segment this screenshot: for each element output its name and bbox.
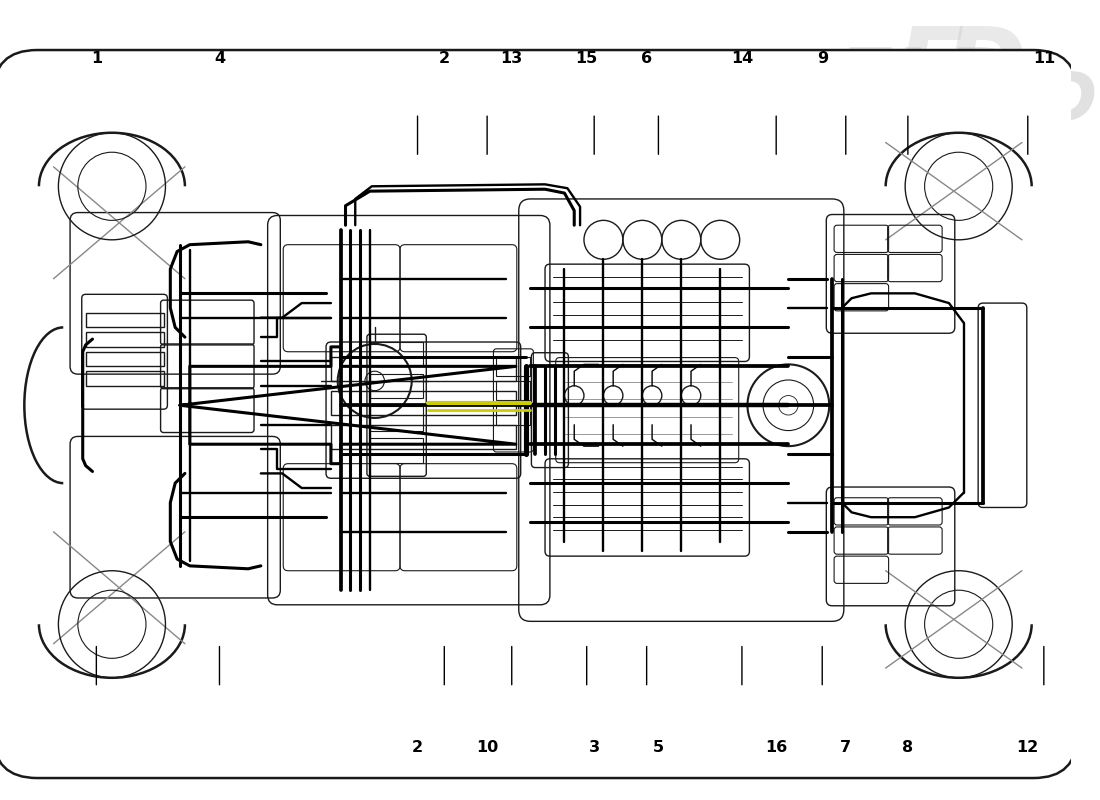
Text: D: D <box>944 22 1027 120</box>
Bar <box>370 374 424 398</box>
Bar <box>331 357 516 381</box>
Text: E: E <box>895 22 964 120</box>
Text: 5: 5 <box>653 740 664 755</box>
Bar <box>86 313 164 327</box>
Bar <box>496 357 530 376</box>
Text: EL: EL <box>983 70 1071 135</box>
Text: N844Si: N844Si <box>623 407 662 417</box>
Bar <box>370 438 424 462</box>
Text: 9: 9 <box>816 51 828 66</box>
Bar <box>331 390 516 415</box>
Text: FERRARI: FERRARI <box>566 364 640 379</box>
Bar <box>331 425 516 449</box>
Bar <box>86 332 164 347</box>
Text: 12: 12 <box>1016 740 1038 755</box>
Text: a passion for parts: a passion for parts <box>341 383 620 499</box>
Text: ELD: ELD <box>835 43 1014 125</box>
Text: D: D <box>1042 70 1097 135</box>
Bar <box>86 352 164 366</box>
Bar <box>496 406 530 425</box>
Text: 14: 14 <box>730 51 754 66</box>
Bar <box>370 342 424 366</box>
Text: 7: 7 <box>840 740 851 755</box>
Text: 1: 1 <box>91 51 102 66</box>
Text: 11: 11 <box>1033 51 1055 66</box>
Text: 2: 2 <box>412 740 424 755</box>
Text: 15: 15 <box>575 51 597 66</box>
Bar <box>370 406 424 430</box>
Text: 8: 8 <box>902 740 913 755</box>
FancyBboxPatch shape <box>0 50 1077 778</box>
Text: 13: 13 <box>500 51 522 66</box>
Text: 2: 2 <box>439 51 450 66</box>
Text: 10: 10 <box>476 740 498 755</box>
Text: 3: 3 <box>588 740 600 755</box>
Bar <box>496 381 530 401</box>
Text: 4: 4 <box>213 51 226 66</box>
Text: 16: 16 <box>766 740 788 755</box>
Bar <box>86 371 164 386</box>
Text: 6: 6 <box>641 51 652 66</box>
